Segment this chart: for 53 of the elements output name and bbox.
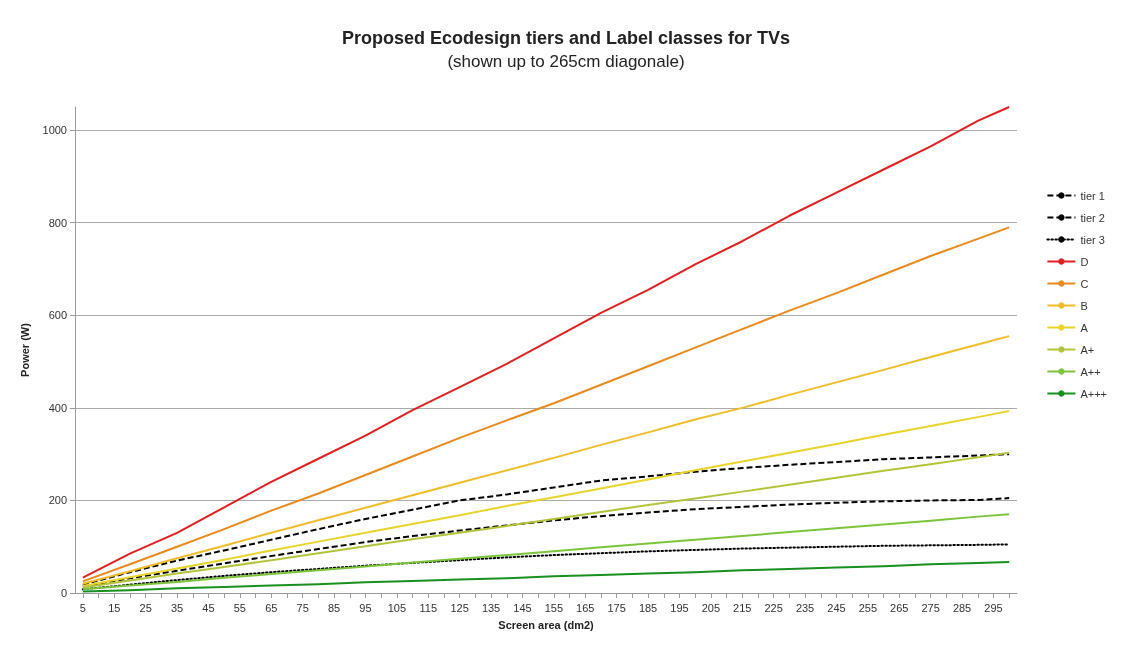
x-tick-label: 235	[795, 601, 815, 614]
x-tick-label: 125	[450, 601, 469, 614]
x-tick-label: 265	[890, 601, 909, 614]
legend-label: B	[1080, 299, 1088, 312]
line-series	[81, 560, 1011, 593]
x-tick-label: 195	[670, 601, 689, 614]
x-tick-label: 185	[638, 601, 658, 614]
legend-label: A+	[1080, 343, 1095, 356]
x-tick-label: 45	[202, 601, 215, 614]
x-tick-label: 85	[327, 601, 341, 614]
x-axis-title: Screen area (dm2)	[498, 618, 595, 631]
x-tick-label: 145	[513, 601, 532, 614]
x-tick-label: 115	[419, 601, 438, 614]
legend-label: D	[1080, 255, 1089, 268]
x-tick-label: 65	[265, 601, 278, 614]
x-tick-label: 205	[701, 601, 721, 614]
x-tick-label: 55	[233, 601, 246, 614]
y-tick-label: 600	[48, 309, 67, 322]
line-series	[81, 410, 1011, 588]
legend-label: C	[1080, 277, 1089, 290]
x-tick-label: 225	[764, 601, 783, 614]
legend-label: tier 2	[1080, 211, 1105, 224]
y-tick-label: 200	[48, 494, 67, 507]
x-tick-label: 215	[733, 601, 752, 614]
y-tick-label: 800	[48, 216, 67, 229]
x-tick-label: 245	[827, 601, 846, 614]
line-series	[81, 106, 1011, 579]
x-tick-label: 255	[858, 601, 878, 614]
x-tick-label: 275	[921, 601, 940, 614]
x-tick-label: 135	[481, 601, 501, 614]
y-tick-label: 0	[60, 587, 67, 599]
x-tick-label: 35	[170, 601, 184, 614]
y-tick-label: 1000	[42, 124, 67, 137]
y-tick-label: 400	[48, 401, 67, 414]
legend-label: A++	[1080, 365, 1101, 378]
legend-label: tier 1	[1080, 189, 1105, 202]
x-tick-label: 15	[108, 601, 121, 614]
x-tick-label: 175	[607, 601, 626, 614]
x-tick-label: 25	[139, 601, 152, 614]
x-tick-label: 95	[359, 601, 372, 614]
x-tick-label: 5	[79, 601, 86, 614]
x-tick-label: 285	[952, 601, 972, 614]
legend-label: tier 3	[1080, 233, 1105, 246]
chart-subtitle: (shown up to 265cm diagonale)	[447, 52, 685, 71]
x-tick-label: 105	[387, 601, 407, 614]
legend-label: A	[1080, 321, 1089, 334]
y-axis-title: Power (W)	[18, 322, 31, 377]
legend-label: A+++	[1080, 387, 1107, 400]
x-tick-label: 155	[544, 601, 564, 614]
x-tick-label: 75	[296, 601, 309, 614]
x-tick-label: 165	[576, 601, 595, 614]
x-tick-label: 295	[984, 601, 1003, 614]
chart-title: Proposed Ecodesign tiers and Label classes for TVs	[341, 28, 791, 48]
